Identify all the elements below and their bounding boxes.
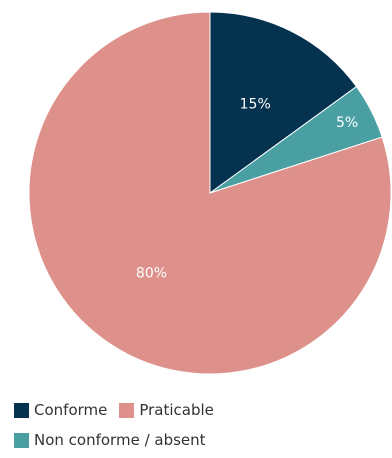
slice-label-conforme: 15% (240, 96, 271, 112)
legend-item-praticable: Praticable (119, 401, 214, 419)
pie-slice-praticable (28, 11, 392, 375)
pie-slice-conforme (209, 11, 358, 194)
legend-label-praticable: Praticable (139, 401, 214, 419)
slice-label-non-conforme-absent: 5% (336, 115, 358, 131)
legend-swatch-non-conforme (14, 432, 29, 448)
legend-label-non-conforme: Non conforme / absent (34, 431, 206, 449)
legend-item-conforme: Conforme (14, 401, 107, 419)
legend-swatch-praticable (119, 402, 135, 418)
chart-legend: Conforme Praticable Non conforme / absen… (14, 398, 374, 458)
legend-row: Conforme Praticable (14, 398, 374, 422)
legend-row: Non conforme / absent (14, 428, 374, 452)
slice-label-praticable: 80% (136, 266, 167, 282)
legend-swatch-conforme (14, 402, 29, 418)
legend-label-conforme: Conforme (34, 401, 108, 419)
pie-chart: 15% 5% 80% (28, 11, 392, 375)
legend-item-non-conforme: Non conforme / absent (14, 431, 206, 449)
